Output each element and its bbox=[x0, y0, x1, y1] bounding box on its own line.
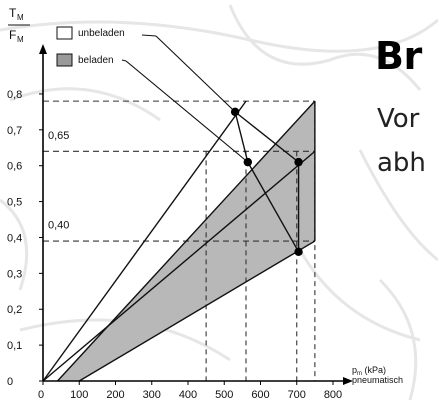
connector-1 bbox=[247, 161, 300, 253]
line-mid bbox=[42, 150, 316, 382]
data-point-1 bbox=[243, 157, 253, 167]
line-steep bbox=[42, 100, 247, 382]
legend-swatch-unbeladen bbox=[56, 26, 73, 40]
legend-label-unbeladen: unbeladen bbox=[78, 28, 125, 39]
data-point-2 bbox=[294, 157, 303, 167]
y-tick-label: 0,3 bbox=[7, 268, 22, 280]
data-point-0 bbox=[230, 107, 240, 117]
y-axis-label-numerator-sub: M bbox=[17, 13, 24, 22]
x-axis-label: pm (kPa) bbox=[352, 365, 386, 377]
annotation-1: 0,40 bbox=[48, 219, 69, 231]
x-tick-label: 200 bbox=[106, 389, 124, 401]
legend-swatch-beladen bbox=[56, 53, 73, 67]
y-axis-label-denominator-sub: M bbox=[17, 35, 24, 44]
leader-tail-1 bbox=[121, 59, 127, 62]
slide-heading: Br bbox=[375, 34, 422, 78]
y-axis-label-numerator: T bbox=[9, 6, 17, 20]
y-axis-arrow-icon bbox=[39, 44, 47, 54]
x-tick-label: 300 bbox=[143, 389, 161, 401]
x-axis-arrow-icon bbox=[343, 377, 353, 385]
leader-tail-0 bbox=[141, 34, 157, 37]
y-tick-label: 0,7 bbox=[7, 125, 22, 137]
leader-0 bbox=[155, 35, 236, 113]
y-tick-label: 0,2 bbox=[7, 304, 22, 316]
y-tick-label: 0,5 bbox=[7, 197, 22, 209]
y-tick-label: 0,8 bbox=[7, 89, 22, 101]
legend-label-beladen: beladen bbox=[78, 55, 114, 66]
x-tick-label: 100 bbox=[70, 389, 88, 401]
slide-body-line-2: abh bbox=[377, 148, 426, 178]
x-tick-label: 500 bbox=[215, 389, 233, 401]
connector-2 bbox=[234, 111, 249, 163]
x-tick-label: 800 bbox=[324, 389, 342, 401]
x-tick-label: 0 bbox=[38, 389, 44, 401]
data-point-3 bbox=[294, 247, 303, 257]
annotation-0: 0,65 bbox=[48, 130, 69, 142]
y-axis-label-denominator: F bbox=[9, 28, 16, 42]
y-tick-label: 0 bbox=[7, 376, 13, 388]
line-upper_edge bbox=[56, 100, 316, 382]
y-tick-label: 0,4 bbox=[7, 232, 22, 244]
y-tick-label: 0,6 bbox=[7, 161, 22, 173]
leader-1 bbox=[125, 60, 249, 163]
x-axis-label-line2: pneumatisch bbox=[352, 375, 403, 385]
slide-body-line-1: Vor bbox=[377, 104, 420, 134]
line-lower_edge bbox=[78, 240, 316, 382]
x-tick-label: 400 bbox=[179, 389, 197, 401]
y-tick-label: 0,1 bbox=[7, 340, 22, 352]
connector-0 bbox=[234, 111, 299, 163]
x-tick-label: 700 bbox=[288, 389, 306, 401]
x-tick-label: 600 bbox=[251, 389, 269, 401]
